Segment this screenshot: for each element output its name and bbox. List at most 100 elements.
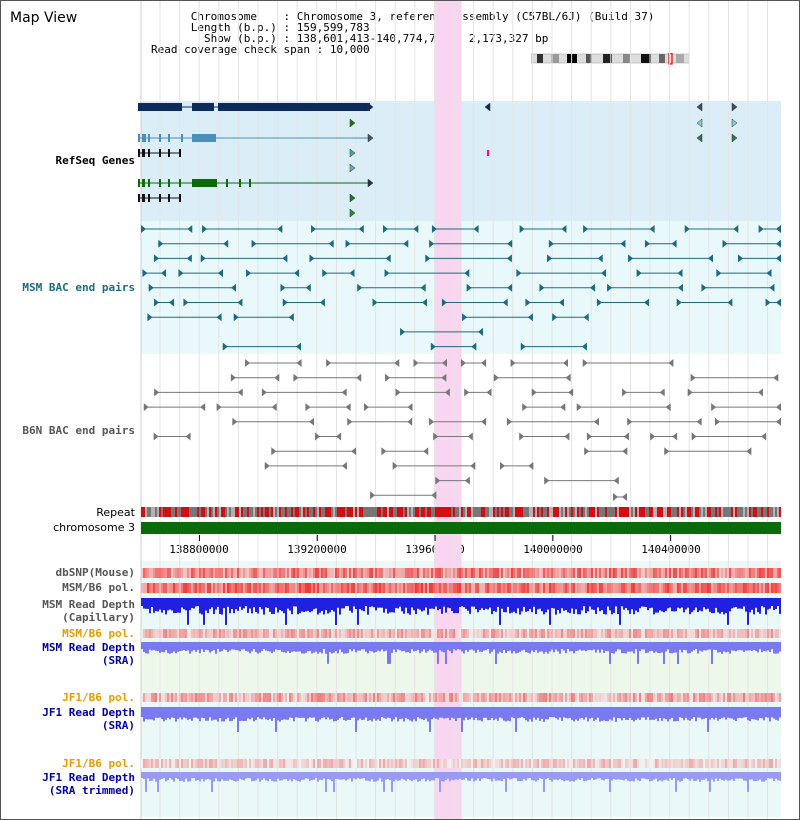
repeat-segment: [451, 507, 453, 517]
b6n-bac-pair-end: [746, 447, 752, 456]
msm-depth-capillary-bar: [665, 598, 667, 611]
msm-depth-capillary-bar: [759, 598, 761, 614]
dbsnp-heat: [243, 568, 245, 578]
msm-b6-pol-heat: [275, 583, 277, 593]
msm-b6-pol-heat-2: [183, 629, 185, 638]
msm-depth-sra-bar: [567, 642, 569, 650]
msm-b6-pol-heat-2: [347, 629, 349, 638]
msm-depth-sra-bar: [199, 642, 201, 654]
track-label-jf1-depth-trim-1[interactable]: JF1 Read Depth: [42, 771, 135, 784]
msm-depth-capillary-bar: [145, 598, 147, 609]
msm-b6-pol-heat-2: [545, 629, 547, 638]
jf1-b6-pol-heat: [569, 693, 571, 702]
jf1-b6-pol-heat-2: [487, 759, 489, 768]
msm-b6-pol-heat: [367, 583, 369, 593]
b6n-bac-pair-end: [486, 388, 492, 397]
track-label-jf1-b6-pol[interactable]: JF1/B6 pol.: [62, 691, 135, 704]
msm-b6-pol-heat: [211, 583, 213, 593]
msm-b6-pol-heat-2: [317, 629, 319, 638]
msm-b6-pol-heat: [643, 583, 645, 593]
msm-depth-capillary-bar: [775, 598, 777, 609]
jf1-b6-pol-heat: [543, 693, 545, 702]
msm-bac-pair-end: [280, 283, 286, 292]
repeat-segment: [751, 507, 753, 517]
b6n-bac-pair-end: [528, 461, 534, 470]
jf1-depth-sra-bar: [271, 707, 273, 721]
jf1-b6-pol-heat: [303, 693, 305, 702]
msm-depth-capillary-bar: [437, 598, 439, 611]
b6n-bac-pair-end: [776, 417, 781, 426]
msm-b6-pol-heat: [663, 583, 665, 593]
jf1-b6-pol-heat: [145, 693, 147, 702]
jf1-depth-sra-bar: [243, 707, 245, 722]
msm-depth-sra-bar: [503, 642, 505, 651]
msm-b6-pol-heat-2: [499, 629, 501, 638]
jf1-depth-trim-bar: [657, 772, 659, 782]
msm-b6-pol-heat-2: [523, 629, 525, 638]
jf1-depth-trim-bar: [653, 772, 655, 780]
jf1-b6-pol-heat-2: [479, 759, 481, 768]
jf1-depth-sra-bar: [397, 707, 399, 722]
track-label-msm-depth-sra-1[interactable]: MSM Read Depth: [42, 641, 135, 654]
track-label-refseq[interactable]: RefSeq Genes: [55, 154, 135, 167]
b6n-bac-pair-end: [351, 447, 357, 456]
dbsnp-heat: [369, 568, 371, 578]
dbsnp-heat: [745, 568, 747, 578]
track-label-jf1-b6-pol-2[interactable]: JF1/B6 pol.: [62, 757, 135, 770]
repeat-segment: [625, 507, 627, 517]
jf1-b6-pol-heat: [643, 693, 645, 702]
jf1-depth-trim-bar: [171, 772, 173, 780]
jf1-b6-pol-heat-2: [537, 759, 539, 768]
msm-depth-capillary-bar: [553, 598, 555, 609]
jf1-b6-pol-heat-2: [175, 759, 177, 768]
msm-depth-sra-bar: [443, 642, 445, 653]
msm-b6-pol-heat-2: [677, 629, 679, 638]
msm-b6-pol-heat-2: [585, 629, 587, 638]
msm-b6-pol-heat: [587, 583, 589, 593]
repeat-segment: [499, 507, 501, 517]
jf1-b6-pol-heat-2: [377, 759, 379, 768]
msm-depth-sra-bar: [523, 642, 525, 650]
msm-bac-pair-end: [142, 269, 148, 278]
msm-b6-pol-heat: [507, 583, 509, 593]
msm-b6-pol-heat: [263, 583, 265, 593]
jf1-depth-sra-bar: [757, 707, 759, 721]
msm-b6-pol-heat-2: [561, 629, 563, 638]
jf1-b6-pol-heat: [671, 693, 673, 702]
msm-depth-sra-bar: [147, 642, 149, 654]
msm-depth-sra-bar: [685, 642, 687, 651]
track-label-dbsnp[interactable]: dbSNP(Mouse): [55, 566, 135, 579]
track-label-msm-b6-pol-2[interactable]: MSM/B6 pol.: [62, 627, 135, 640]
jf1-b6-pol-heat: [443, 693, 445, 702]
track-label-msm-b6-pol[interactable]: MSM/B6 pol.: [62, 581, 135, 594]
msm-depth-sra-bar: [277, 642, 279, 651]
track-label-msm-depth-cap-1[interactable]: MSM Read Depth: [42, 598, 135, 611]
jf1-depth-sra-bar: [171, 707, 173, 718]
track-label-msm-bac[interactable]: MSM BAC end pairs: [22, 281, 135, 294]
msm-depth-capillary-bar: [493, 598, 495, 612]
msm-depth-sra-bar: [229, 642, 231, 651]
dbsnp-heat: [493, 568, 495, 578]
jf1-b6-pol-heat-2: [749, 759, 751, 768]
jf1-depth-trim-bar: [435, 772, 437, 779]
dbsnp-heat: [345, 568, 347, 578]
msm-depth-capillary-bar: [529, 598, 531, 610]
dbsnp-heat: [279, 568, 281, 578]
msm-b6-pol-heat: [723, 583, 725, 593]
dbsnp-heat: [573, 568, 575, 578]
b6n-bac-pair-end: [274, 373, 280, 382]
track-label-jf1-depth-sra-1[interactable]: JF1 Read Depth: [42, 706, 135, 719]
track-label-b6n-bac[interactable]: B6N BAC end pairs: [22, 424, 135, 437]
dbsnp-heat: [607, 568, 609, 578]
jf1-b6-pol-heat: [653, 693, 655, 702]
msm-b6-pol-heat-2: [275, 629, 277, 638]
msm-depth-capillary-bar: [757, 598, 759, 613]
jf1-depth-sra-bar: [491, 707, 493, 719]
jf1-b6-pol-heat-2: [315, 759, 317, 768]
jf1-b6-pol-heat: [153, 693, 155, 702]
dbsnp-heat: [199, 568, 201, 578]
jf1-depth-sra-bar: [255, 707, 257, 721]
msm-depth-capillary-bar: [223, 598, 225, 609]
repeat-segment: [385, 507, 387, 517]
